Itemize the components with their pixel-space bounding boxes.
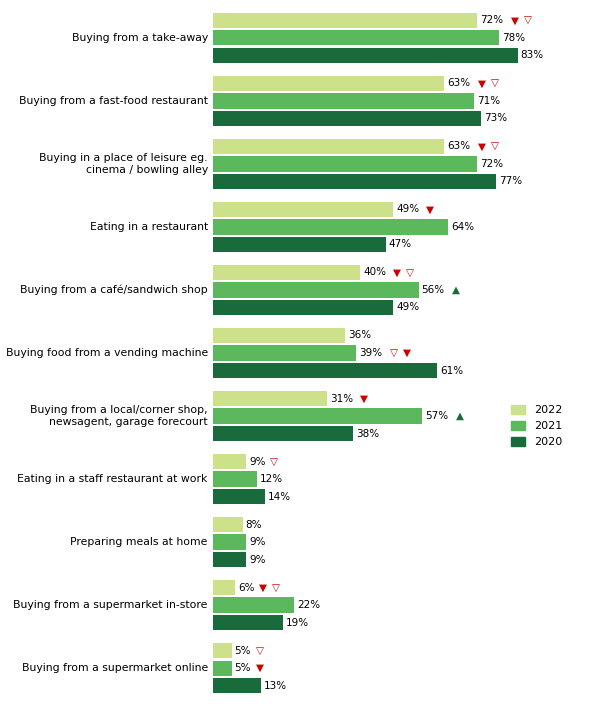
Text: ▽: ▽ bbox=[524, 16, 532, 25]
Text: 14%: 14% bbox=[267, 491, 291, 501]
Bar bbox=[213, 580, 235, 595]
Bar bbox=[213, 661, 232, 676]
Text: 22%: 22% bbox=[297, 600, 320, 610]
Text: 49%: 49% bbox=[396, 302, 419, 313]
Text: 49%: 49% bbox=[396, 205, 419, 215]
Bar bbox=[213, 363, 437, 378]
Text: 12%: 12% bbox=[260, 474, 283, 484]
Bar bbox=[213, 391, 327, 406]
Text: 47%: 47% bbox=[388, 239, 412, 249]
Text: ▼: ▼ bbox=[511, 16, 519, 25]
Text: ▽: ▽ bbox=[390, 348, 398, 358]
Text: 72%: 72% bbox=[480, 16, 503, 25]
Bar bbox=[213, 552, 246, 568]
Bar bbox=[213, 13, 477, 28]
Text: 63%: 63% bbox=[447, 78, 470, 88]
Bar bbox=[213, 597, 294, 613]
Text: 9%: 9% bbox=[249, 555, 266, 565]
Text: ▼: ▼ bbox=[256, 663, 263, 674]
Text: 5%: 5% bbox=[235, 646, 251, 656]
Text: ▼: ▼ bbox=[403, 348, 410, 358]
Text: 40%: 40% bbox=[363, 268, 386, 277]
Bar bbox=[213, 237, 385, 252]
Text: ▼: ▼ bbox=[478, 141, 486, 151]
Text: 9%: 9% bbox=[249, 457, 266, 467]
Bar bbox=[213, 93, 474, 109]
Text: 77%: 77% bbox=[499, 176, 522, 186]
Legend: 2022, 2021, 2020: 2022, 2021, 2020 bbox=[507, 400, 566, 452]
Text: 63%: 63% bbox=[447, 141, 470, 151]
Text: ▽: ▽ bbox=[490, 78, 499, 88]
Text: 6%: 6% bbox=[238, 582, 255, 592]
Bar bbox=[213, 174, 496, 189]
Text: 39%: 39% bbox=[359, 348, 382, 358]
Text: 9%: 9% bbox=[249, 537, 266, 547]
Bar bbox=[213, 300, 393, 315]
Text: 38%: 38% bbox=[356, 429, 379, 438]
Bar bbox=[213, 489, 264, 504]
Text: 5%: 5% bbox=[235, 663, 251, 674]
Text: 72%: 72% bbox=[480, 159, 503, 169]
Text: 73%: 73% bbox=[484, 114, 507, 124]
Bar bbox=[213, 47, 518, 63]
Text: 71%: 71% bbox=[477, 96, 500, 106]
Bar bbox=[213, 408, 422, 424]
Text: ▼: ▼ bbox=[426, 205, 435, 215]
Bar bbox=[213, 138, 444, 154]
Text: ▽: ▽ bbox=[256, 646, 263, 656]
Bar bbox=[213, 454, 246, 469]
Bar bbox=[213, 615, 283, 630]
Text: 57%: 57% bbox=[425, 411, 448, 421]
Text: 19%: 19% bbox=[286, 618, 309, 628]
Text: ▽: ▽ bbox=[406, 268, 415, 277]
Bar bbox=[213, 111, 481, 126]
Text: 36%: 36% bbox=[348, 330, 371, 340]
Text: 8%: 8% bbox=[246, 520, 262, 530]
Text: ▲: ▲ bbox=[452, 285, 460, 295]
Bar bbox=[213, 643, 232, 659]
Bar bbox=[213, 282, 419, 298]
Text: ▽: ▽ bbox=[272, 582, 280, 592]
Bar bbox=[213, 30, 499, 45]
Text: 78%: 78% bbox=[502, 32, 525, 43]
Bar bbox=[213, 534, 246, 550]
Text: 61%: 61% bbox=[440, 366, 463, 376]
Text: ▼: ▼ bbox=[393, 268, 401, 277]
Bar bbox=[213, 219, 448, 234]
Text: 56%: 56% bbox=[422, 285, 445, 295]
Bar bbox=[213, 328, 345, 343]
Text: ▼: ▼ bbox=[259, 582, 267, 592]
Text: ▽: ▽ bbox=[270, 457, 278, 467]
Text: ▼: ▼ bbox=[478, 78, 486, 88]
Bar bbox=[213, 265, 360, 280]
Bar bbox=[213, 76, 444, 91]
Text: 64%: 64% bbox=[451, 222, 474, 232]
Text: 83%: 83% bbox=[521, 50, 544, 60]
Bar bbox=[213, 156, 477, 172]
Bar bbox=[213, 517, 243, 532]
Bar bbox=[213, 202, 393, 217]
Text: ▽: ▽ bbox=[490, 141, 499, 151]
Text: 31%: 31% bbox=[330, 393, 353, 404]
Bar bbox=[213, 345, 356, 361]
Bar bbox=[213, 426, 353, 441]
Bar bbox=[213, 472, 257, 487]
Text: ▲: ▲ bbox=[456, 411, 464, 421]
Text: ▼: ▼ bbox=[361, 393, 368, 404]
Text: 13%: 13% bbox=[264, 681, 287, 690]
Bar bbox=[213, 678, 261, 693]
